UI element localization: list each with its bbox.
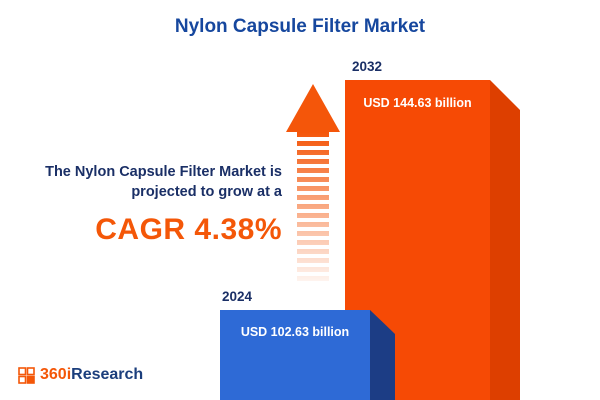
growth-arrow-icon xyxy=(286,84,340,132)
annotation-line-2: projected to grow at a xyxy=(131,183,282,200)
year-label-2024: 2024 xyxy=(222,289,253,304)
brand-logo: 360iResearch xyxy=(18,366,143,384)
logo-suffix: Research xyxy=(71,366,144,383)
growth-annotation: The Nylon Capsule Filter Market is proje… xyxy=(16,163,282,251)
page-title: Nylon Capsule Filter Market xyxy=(174,16,426,37)
growth-arrow-shaft xyxy=(297,132,329,284)
annotation-line-1: The Nylon Capsule Filter Market is xyxy=(45,164,282,180)
bar-2032-side-face xyxy=(490,80,520,400)
value-label-2024: USD 102.63 billion xyxy=(240,325,350,339)
value-label-2032: USD 144.63 billion xyxy=(363,96,472,110)
cagr-value: CAGR 4.38% xyxy=(95,213,282,247)
bar-2024 xyxy=(220,310,370,400)
year-label-2032: 2032 xyxy=(352,59,383,74)
logo-grid-icon xyxy=(18,366,35,384)
logo-prefix: 360i xyxy=(40,366,72,383)
logo-wordmark: 360iResearch xyxy=(40,366,143,384)
